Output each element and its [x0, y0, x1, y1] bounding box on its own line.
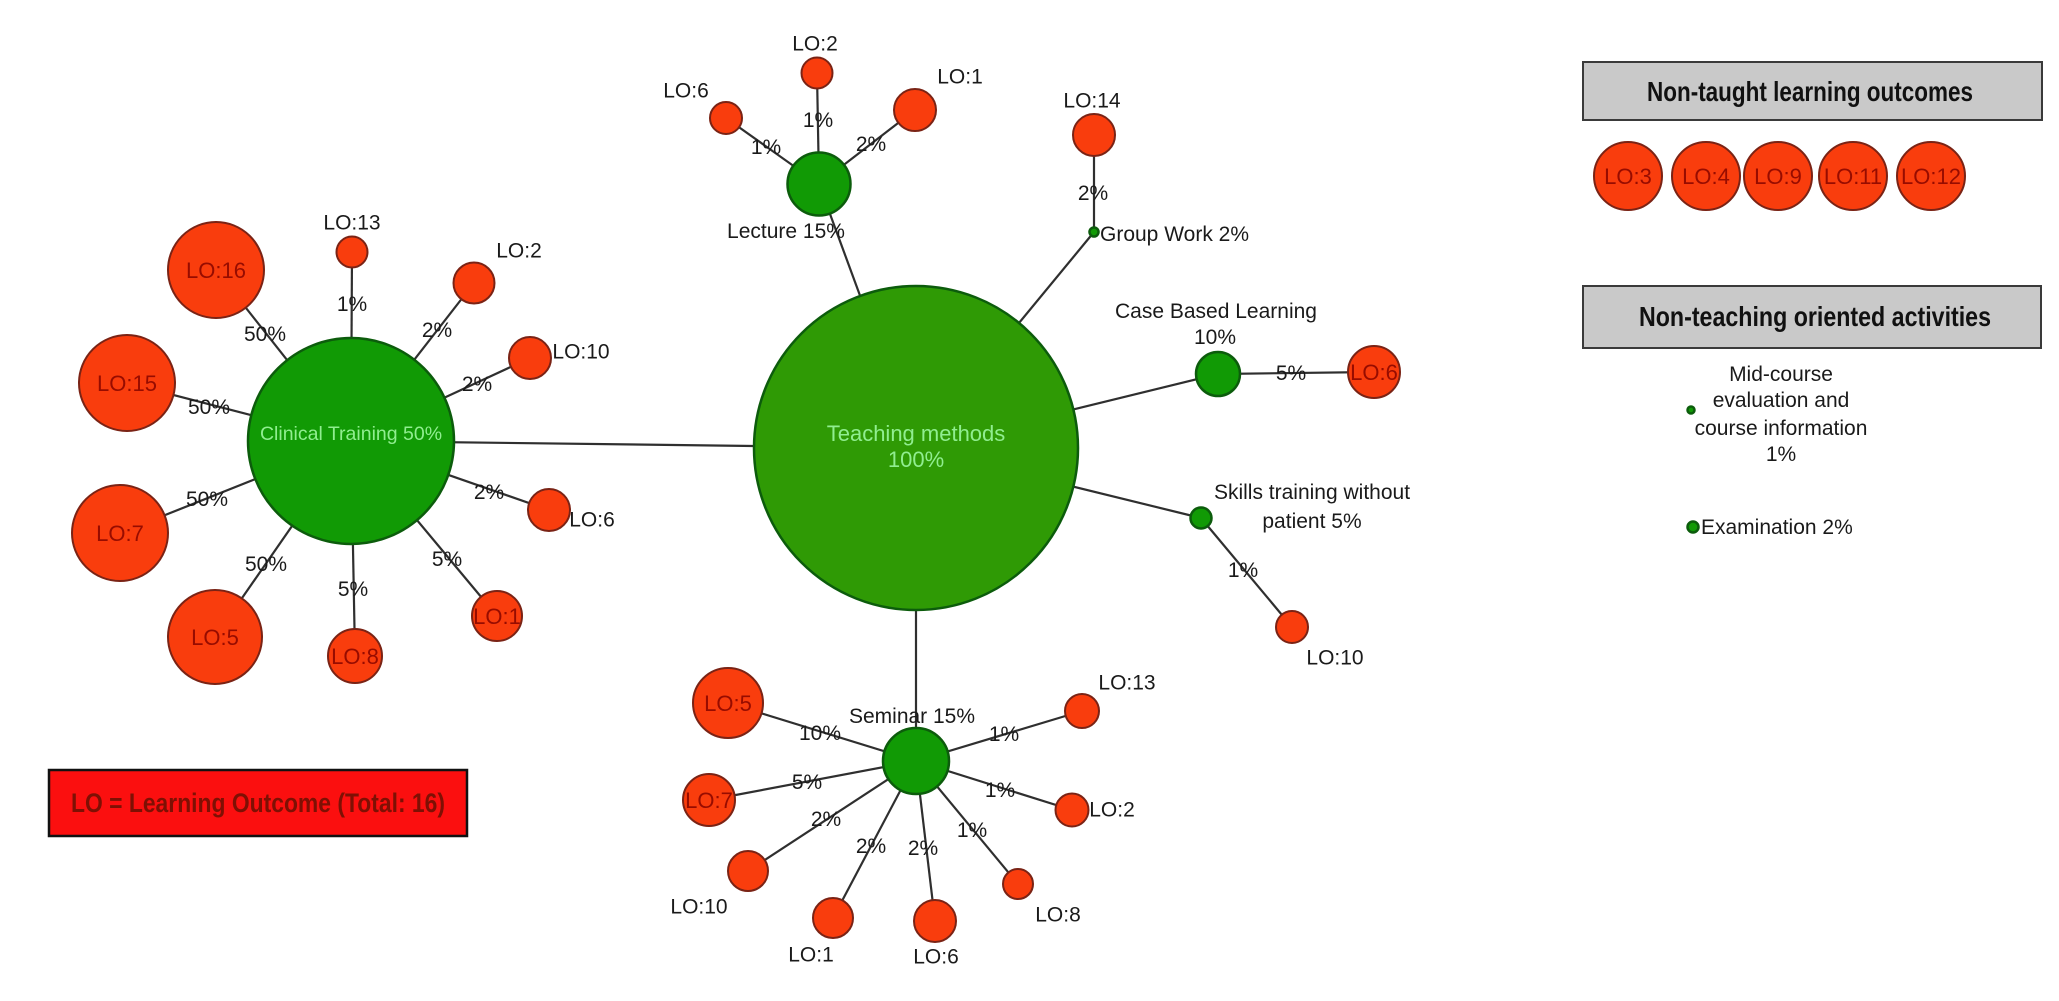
svg-text:LO:3: LO:3	[1604, 164, 1652, 189]
svg-text:2%: 2%	[856, 835, 886, 858]
svg-text:LO:15: LO:15	[97, 371, 157, 396]
svg-text:2%: 2%	[474, 481, 504, 504]
svg-text:1%: 1%	[751, 136, 781, 159]
svg-text:Case Based Learning: Case Based Learning	[1115, 300, 1317, 323]
svg-text:Lecture 15%: Lecture 15%	[727, 220, 845, 243]
svg-text:1%: 1%	[985, 779, 1015, 802]
svg-text:LO:7: LO:7	[96, 521, 144, 546]
svg-text:1%: 1%	[957, 819, 987, 842]
svg-text:LO = Learning Outcome (Total:: LO = Learning Outcome (Total: 16)	[71, 788, 445, 818]
svg-text:2%: 2%	[856, 133, 886, 156]
svg-text:5%: 5%	[432, 548, 462, 571]
svg-text:LO:2: LO:2	[1089, 799, 1135, 822]
svg-text:LO:12: LO:12	[1901, 164, 1961, 189]
svg-text:LO:8: LO:8	[1035, 904, 1081, 927]
svg-text:LO:6: LO:6	[569, 509, 615, 532]
svg-text:1%: 1%	[337, 293, 367, 316]
svg-text:LO:5: LO:5	[191, 625, 239, 650]
svg-text:50%: 50%	[244, 323, 286, 346]
svg-text:LO:13: LO:13	[1098, 672, 1155, 695]
svg-text:evaluation and: evaluation and	[1713, 389, 1850, 412]
svg-text:100%: 100%	[888, 447, 944, 472]
svg-text:LO:1: LO:1	[788, 944, 834, 967]
svg-text:Teaching methods: Teaching methods	[827, 421, 1006, 446]
svg-text:LO:1: LO:1	[937, 66, 983, 89]
svg-text:2%: 2%	[1078, 182, 1108, 205]
svg-text:LO:1: LO:1	[473, 604, 521, 629]
svg-text:LO:2: LO:2	[496, 240, 542, 263]
svg-text:Non-taught learning outcomes: Non-taught learning outcomes	[1647, 76, 1973, 107]
svg-text:1%: 1%	[989, 723, 1019, 746]
svg-text:LO:10: LO:10	[552, 341, 609, 364]
svg-text:1%: 1%	[1228, 559, 1258, 582]
svg-text:5%: 5%	[1276, 362, 1306, 385]
svg-text:LO:6: LO:6	[663, 80, 709, 103]
svg-text:LO:7: LO:7	[685, 788, 733, 813]
svg-text:10%: 10%	[1194, 326, 1236, 349]
svg-text:LO:8: LO:8	[331, 644, 379, 669]
svg-text:LO:11: LO:11	[1824, 164, 1882, 189]
svg-text:10%: 10%	[799, 722, 841, 745]
svg-text:LO:13: LO:13	[323, 212, 380, 235]
svg-text:50%: 50%	[186, 488, 228, 511]
svg-text:LO:14: LO:14	[1063, 90, 1121, 113]
svg-text:LO:10: LO:10	[670, 896, 727, 919]
svg-text:Clinical Training 50%: Clinical Training 50%	[260, 423, 442, 445]
svg-text:LO:10: LO:10	[1306, 647, 1363, 670]
svg-text:LO:4: LO:4	[1682, 164, 1730, 189]
svg-text:5%: 5%	[338, 578, 368, 601]
svg-text:1%: 1%	[803, 109, 833, 132]
svg-text:LO:6: LO:6	[1350, 360, 1398, 385]
svg-text:course information: course information	[1695, 417, 1868, 440]
svg-text:2%: 2%	[811, 808, 841, 831]
svg-text:2%: 2%	[422, 319, 452, 342]
svg-text:LO:9: LO:9	[1754, 164, 1802, 189]
svg-text:1%: 1%	[1766, 443, 1796, 466]
svg-text:Non-teaching oriented activiti: Non-teaching oriented activities	[1639, 301, 1991, 332]
svg-text:5%: 5%	[792, 771, 822, 794]
svg-text:2%: 2%	[908, 837, 938, 860]
svg-text:patient 5%: patient 5%	[1262, 510, 1361, 533]
svg-text:LO:16: LO:16	[186, 258, 246, 283]
svg-text:50%: 50%	[245, 553, 287, 576]
svg-text:Examination 2%: Examination 2%	[1701, 516, 1853, 539]
svg-text:LO:2: LO:2	[792, 33, 838, 56]
svg-text:LO:6: LO:6	[913, 946, 959, 969]
svg-text:LO:5: LO:5	[704, 691, 752, 716]
svg-text:Skills training without: Skills training without	[1214, 481, 1410, 504]
svg-text:Mid-course: Mid-course	[1729, 363, 1833, 386]
svg-text:2%: 2%	[462, 373, 492, 396]
svg-text:Group Work 2%: Group Work 2%	[1100, 223, 1249, 246]
svg-text:Seminar 15%: Seminar 15%	[849, 705, 975, 728]
svg-text:50%: 50%	[188, 396, 230, 419]
